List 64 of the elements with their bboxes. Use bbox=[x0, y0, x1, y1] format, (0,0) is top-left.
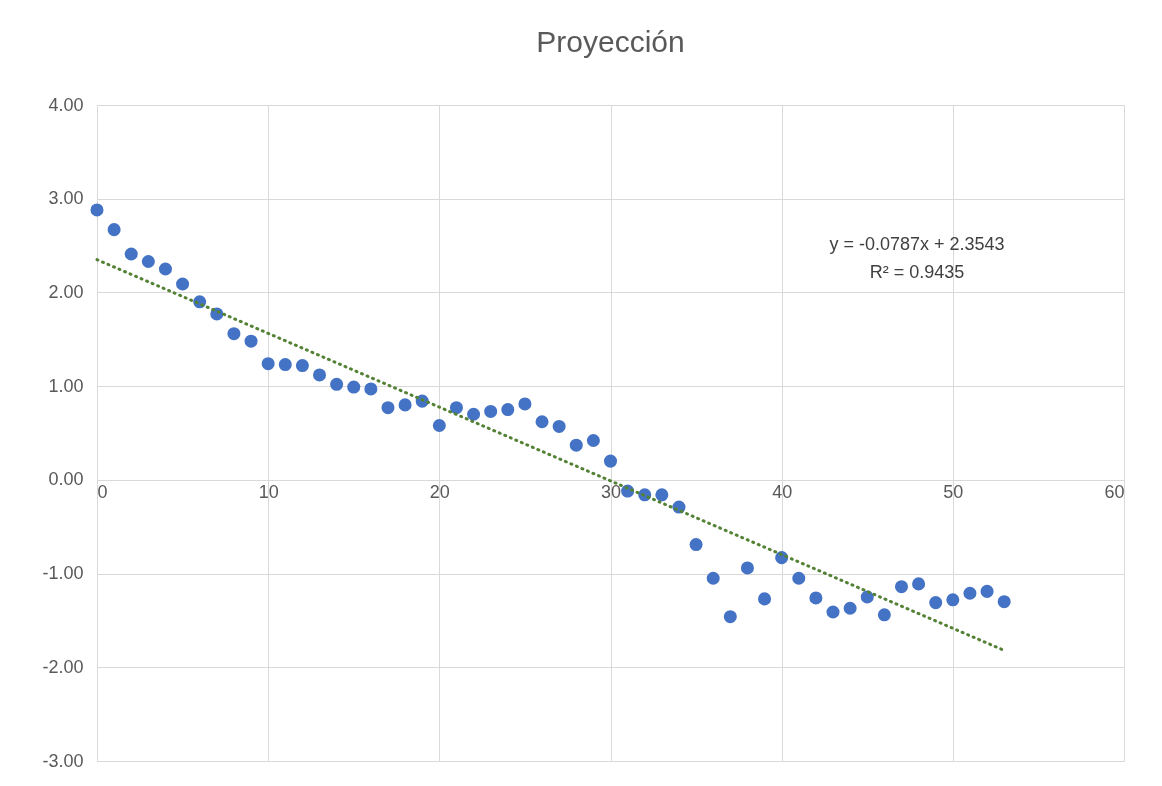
point bbox=[347, 380, 361, 394]
point bbox=[501, 403, 515, 417]
x-tick-label: 10 bbox=[258, 482, 279, 503]
point bbox=[569, 438, 583, 452]
point bbox=[552, 419, 566, 433]
point bbox=[946, 593, 960, 607]
point bbox=[141, 255, 155, 269]
point bbox=[518, 397, 532, 411]
annotation: y = -0.0787x + 2.3543 bbox=[829, 234, 1005, 254]
point bbox=[261, 357, 275, 371]
point bbox=[809, 591, 823, 605]
point bbox=[449, 401, 463, 415]
point bbox=[90, 203, 104, 217]
point bbox=[313, 368, 327, 382]
point bbox=[706, 571, 720, 585]
y-tick-label: 4.00 bbox=[48, 94, 84, 115]
point bbox=[432, 419, 446, 433]
point bbox=[484, 404, 498, 418]
x-tick-label: 50 bbox=[943, 482, 964, 503]
point bbox=[929, 596, 943, 610]
point bbox=[295, 359, 309, 373]
point bbox=[894, 580, 908, 594]
point bbox=[980, 584, 994, 598]
point bbox=[467, 407, 481, 421]
point bbox=[330, 377, 344, 391]
point bbox=[689, 538, 703, 552]
annotation: R² = 0.9435 bbox=[869, 262, 965, 282]
point bbox=[381, 401, 395, 415]
point bbox=[158, 262, 172, 276]
point bbox=[963, 586, 977, 600]
point bbox=[758, 592, 772, 606]
point bbox=[826, 605, 840, 619]
point bbox=[792, 571, 806, 585]
y-tick-label: 2.00 bbox=[48, 281, 84, 302]
point bbox=[912, 577, 926, 591]
x-tick-label: 30 bbox=[600, 482, 622, 503]
y-tick-label: 1.00 bbox=[48, 375, 84, 396]
y-tick-label: -2.00 bbox=[42, 656, 84, 677]
point bbox=[364, 382, 378, 396]
x-tick-label: 40 bbox=[772, 482, 793, 503]
point bbox=[244, 334, 258, 348]
x-tick-label: 20 bbox=[429, 482, 450, 503]
point bbox=[107, 223, 121, 237]
point bbox=[843, 601, 857, 615]
point bbox=[655, 488, 669, 502]
point bbox=[278, 358, 292, 372]
point bbox=[877, 608, 891, 622]
point bbox=[535, 415, 549, 429]
chart-title: Proyección bbox=[536, 25, 685, 58]
point bbox=[740, 561, 754, 575]
point bbox=[997, 595, 1011, 609]
x-tick-label: 60 bbox=[1104, 482, 1125, 503]
y-tick-label: -1.00 bbox=[42, 563, 84, 584]
point bbox=[176, 277, 190, 291]
point bbox=[398, 398, 412, 412]
y-tick-label: -3.00 bbox=[42, 750, 84, 771]
point bbox=[586, 433, 600, 447]
x-tick-label: 0 bbox=[97, 482, 108, 503]
y-tick-label: 3.00 bbox=[48, 188, 84, 209]
point bbox=[124, 247, 138, 261]
y-tick-label: 0.00 bbox=[48, 469, 84, 490]
point bbox=[723, 610, 737, 624]
point bbox=[603, 454, 618, 468]
point bbox=[227, 327, 241, 341]
